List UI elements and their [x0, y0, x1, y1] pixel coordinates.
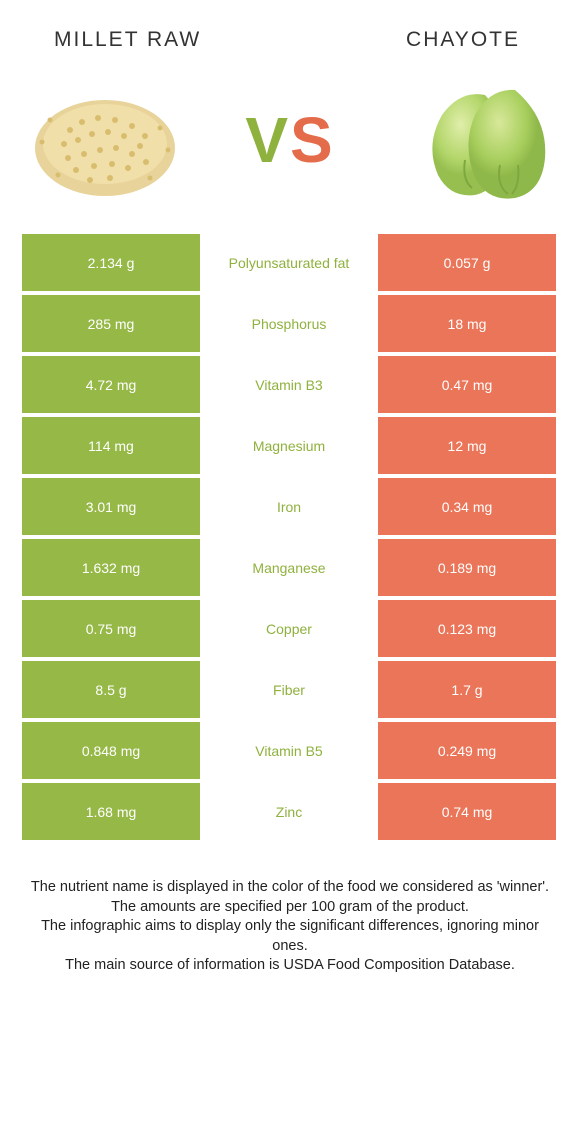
table-row: 3.01 mgIron0.34 mg — [22, 478, 558, 535]
hero-row: VS — [0, 62, 580, 228]
nutrient-label: Magnesium — [200, 417, 378, 474]
nutrient-label: Zinc — [200, 783, 378, 840]
footer-notes: The nutrient name is displayed in the co… — [0, 844, 580, 976]
right-value: 1.7 g — [378, 661, 556, 718]
table-row: 8.5 gFiber1.7 g — [22, 661, 558, 718]
nutrient-label: Polyunsaturated fat — [200, 234, 378, 291]
table-row: 1.68 mgZinc0.74 mg — [22, 783, 558, 840]
right-value: 0.123 mg — [378, 600, 556, 657]
nutrient-label: Phosphorus — [200, 295, 378, 352]
comparison-table: 2.134 gPolyunsaturated fat0.057 g285 mgP… — [22, 234, 558, 840]
nutrient-label: Fiber — [200, 661, 378, 718]
millet-image — [20, 70, 190, 210]
table-row: 114 mgMagnesium12 mg — [22, 417, 558, 474]
right-value: 0.249 mg — [378, 722, 556, 779]
table-row: 285 mgPhosphorus18 mg — [22, 295, 558, 352]
nutrient-label: Copper — [200, 600, 378, 657]
left-value: 8.5 g — [22, 661, 200, 718]
footer-line: The amounts are specified per 100 gram o… — [28, 898, 552, 918]
nutrient-label: Manganese — [200, 539, 378, 596]
table-row: 2.134 gPolyunsaturated fat0.057 g — [22, 234, 558, 291]
left-value: 2.134 g — [22, 234, 200, 291]
vs-s: S — [290, 104, 335, 176]
left-value: 0.848 mg — [22, 722, 200, 779]
footer-line: The infographic aims to display only the… — [28, 917, 552, 956]
table-row: 1.632 mgManganese0.189 mg — [22, 539, 558, 596]
left-value: 114 mg — [22, 417, 200, 474]
right-value: 0.47 mg — [378, 356, 556, 413]
left-value: 3.01 mg — [22, 478, 200, 535]
nutrient-label: Vitamin B3 — [200, 356, 378, 413]
vs-v: V — [245, 104, 290, 176]
left-value: 0.75 mg — [22, 600, 200, 657]
right-value: 12 mg — [378, 417, 556, 474]
nutrient-label: Iron — [200, 478, 378, 535]
right-value: 0.057 g — [378, 234, 556, 291]
left-value: 285 mg — [22, 295, 200, 352]
left-value: 1.632 mg — [22, 539, 200, 596]
chayote-image — [390, 70, 560, 210]
table-row: 0.848 mgVitamin B50.249 mg — [22, 722, 558, 779]
left-value: 1.68 mg — [22, 783, 200, 840]
nutrient-label: Vitamin B5 — [200, 722, 378, 779]
vs-label: VS — [245, 103, 334, 177]
left-food-title: Millet raw — [54, 28, 201, 52]
table-row: 4.72 mgVitamin B30.47 mg — [22, 356, 558, 413]
right-value: 0.34 mg — [378, 478, 556, 535]
right-value: 18 mg — [378, 295, 556, 352]
footer-line: The main source of information is USDA F… — [28, 956, 552, 976]
right-value: 0.74 mg — [378, 783, 556, 840]
right-value: 0.189 mg — [378, 539, 556, 596]
table-row: 0.75 mgCopper0.123 mg — [22, 600, 558, 657]
right-food-title: Chayote — [406, 28, 520, 52]
title-row: Millet raw Chayote — [0, 0, 580, 62]
left-value: 4.72 mg — [22, 356, 200, 413]
footer-line: The nutrient name is displayed in the co… — [28, 878, 552, 898]
